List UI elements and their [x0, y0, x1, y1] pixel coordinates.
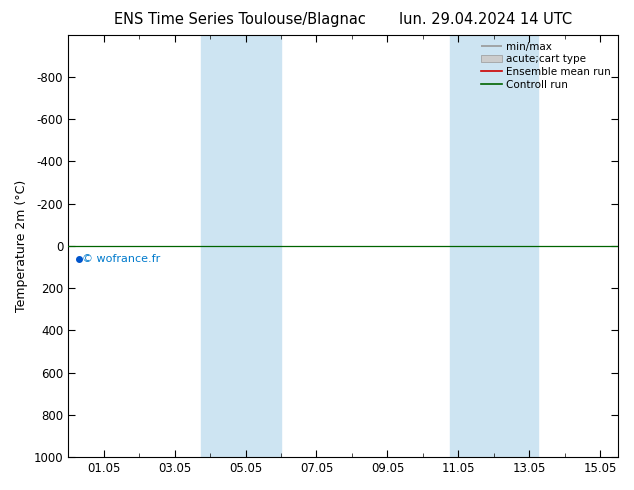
Bar [236, 35, 281, 457]
Text: © wofrance.fr: © wofrance.fr [82, 253, 160, 264]
Text: ENS Time Series Toulouse/Blagnac: ENS Time Series Toulouse/Blagnac [114, 12, 366, 27]
Y-axis label: Temperature 2m (°C): Temperature 2m (°C) [15, 180, 28, 312]
Bar [450, 35, 485, 457]
Bar [201, 35, 236, 457]
Legend: min/max, acute;cart type, Ensemble mean run, Controll run: min/max, acute;cart type, Ensemble mean … [479, 40, 613, 92]
Text: lun. 29.04.2024 14 UTC: lun. 29.04.2024 14 UTC [399, 12, 573, 27]
Bar [485, 35, 538, 457]
